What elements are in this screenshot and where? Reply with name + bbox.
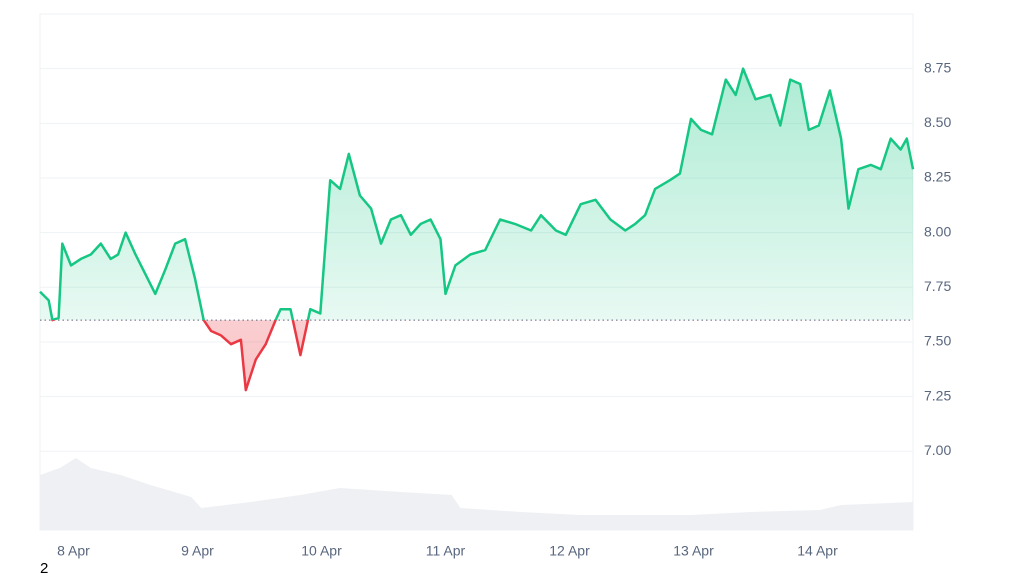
area-negative [40,320,913,391]
price-line [39,67,915,321]
volume-area [40,458,913,530]
y-tick-label: 7.50 [924,333,951,349]
area-positive [40,68,913,321]
y-tick-label: 7.00 [924,442,951,458]
x-tick-label: 14 Apr [797,543,838,559]
y-tick-label: 7.75 [924,278,951,294]
y-tick-label: 8.50 [924,114,951,130]
x-tick-label: 12 Apr [549,543,590,559]
y-tick-label: 8.00 [924,223,951,239]
y-tick-label: 8.75 [924,59,951,75]
y-tick-label: 8.25 [924,169,951,185]
x-tick-label: 11 Apr [426,543,466,559]
y-tick-label: 7.25 [924,387,951,403]
footnote: 2 [40,560,48,576]
x-tick-label: 8 Apr [57,543,90,559]
x-tick-label: 9 Apr [181,543,214,559]
x-tick-label: 13 Apr [673,543,714,559]
x-tick-label: 10 Apr [301,543,342,559]
